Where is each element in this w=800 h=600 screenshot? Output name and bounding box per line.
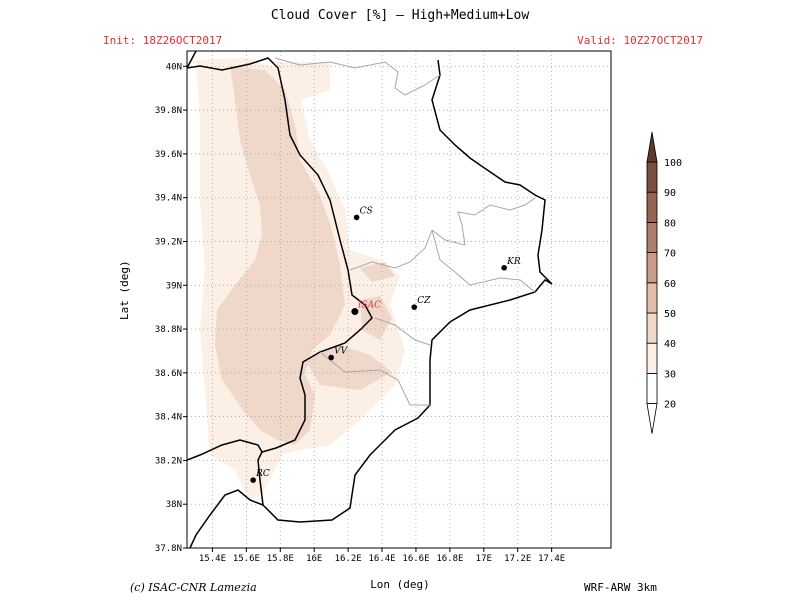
coastline xyxy=(187,57,553,523)
coastline xyxy=(187,439,263,461)
colorbar-label: 20 xyxy=(664,400,676,411)
y-tick-label: 37.8N xyxy=(155,544,182,554)
x-tick-label: 17.4E xyxy=(538,554,565,564)
x-tick-label: 15.6E xyxy=(233,554,260,564)
colorbar-segment xyxy=(646,282,658,314)
city-label: RC xyxy=(255,469,270,479)
city-markers: CS ISAC CZ VV KR RC xyxy=(250,206,521,483)
city-marker xyxy=(250,477,256,483)
city-marker xyxy=(351,308,359,316)
coastline-layer xyxy=(187,51,553,548)
border-line xyxy=(274,57,441,96)
city-label: VV xyxy=(334,347,348,357)
credit-label: (c) ISAC-CNR Lamezia xyxy=(130,581,257,594)
x-tick-label: 15.4E xyxy=(199,554,226,564)
colorbar-segment xyxy=(646,372,658,404)
x-tick-label: 17E xyxy=(476,554,492,564)
y-tick-label: 38.2N xyxy=(155,456,182,466)
colorbar-bottom-triangle xyxy=(646,403,658,434)
city-marker xyxy=(501,264,507,271)
city-label: KR xyxy=(506,257,521,267)
x-tick-label: 15.8E xyxy=(267,554,294,564)
model-label: WRF-ARW 3km xyxy=(584,581,657,594)
x-tick-label: 16.8E xyxy=(436,554,463,564)
cloud-region xyxy=(275,62,330,100)
init-time-label: Init: 18Z26OCT2017 xyxy=(103,34,223,47)
colorbar-label: 70 xyxy=(664,249,676,260)
cloud-region xyxy=(360,262,395,282)
y-tick-label: 39.4N xyxy=(155,194,182,204)
colorbar-label: 80 xyxy=(664,218,676,229)
colorbar-segment xyxy=(646,312,658,344)
city-label: CS xyxy=(360,206,373,216)
border-line xyxy=(374,317,431,346)
y-tick-label: 39.8N xyxy=(155,106,182,116)
colorbar-segment xyxy=(646,161,658,193)
cloud-region xyxy=(305,345,392,390)
coastline xyxy=(187,51,197,69)
border-line xyxy=(431,197,536,246)
colorbar-label: 60 xyxy=(664,279,676,290)
y-tick-label: 39.6N xyxy=(155,150,182,160)
y-tick-label: 40N xyxy=(166,62,182,72)
colorbar-segment xyxy=(646,342,658,374)
border-line xyxy=(349,229,433,271)
x-tick-label: 16.2E xyxy=(335,554,362,564)
x-tick-label: 16.4E xyxy=(368,554,395,564)
city-marker xyxy=(411,304,418,310)
y-tick-label: 38.4N xyxy=(155,413,182,423)
x-tick-label: 16.6E xyxy=(402,554,429,564)
colorbar-label: 100 xyxy=(664,158,682,169)
colorbar-label: 90 xyxy=(664,188,676,199)
border-line xyxy=(319,351,430,406)
cloud-cover-layer xyxy=(196,58,405,500)
y-tick-label: 38.8N xyxy=(155,325,182,335)
x-tick-label: 17.2E xyxy=(504,554,531,564)
colorbar-segment xyxy=(646,221,658,253)
grid-lines xyxy=(187,51,611,548)
city-label: ISAC xyxy=(357,301,381,311)
plot-frame xyxy=(186,50,612,549)
colorbar-top-triangle xyxy=(646,131,658,163)
x-axis-label: Lon (deg) xyxy=(370,578,430,591)
x-tick-label: 16E xyxy=(306,554,322,564)
colorbar-label: 40 xyxy=(664,339,676,350)
coastline xyxy=(189,489,264,548)
colorbar-segment xyxy=(646,252,658,284)
city-marker xyxy=(328,354,334,361)
y-tick-label: 39N xyxy=(166,281,182,291)
region-borders xyxy=(274,57,536,406)
city-label: CZ xyxy=(417,296,431,306)
y-tick-label: 38.6N xyxy=(155,369,182,379)
y-tick-label: 38N xyxy=(166,500,182,510)
border-line xyxy=(431,229,536,293)
chart-title: Cloud Cover [%] — High+Medium+Low xyxy=(270,8,530,23)
city-marker xyxy=(353,214,360,221)
x-axis-ticks: 15.4E 15.6E 15.8E 16E 16.2E 16.4E 16.6E 16.8E 17… xyxy=(199,548,565,564)
colorbar-label: 30 xyxy=(664,369,676,380)
colorbar-segment xyxy=(646,191,658,223)
colorbar-legend: 20 30 40 50 60 70 80 90 100 xyxy=(646,131,682,434)
colorbar-label: 50 xyxy=(664,309,676,320)
y-tick-label: 39.2N xyxy=(155,237,182,247)
valid-time-label: Valid: 10Z27OCT2017 xyxy=(577,34,703,47)
y-axis-ticks: 37.8N 38N 38.2N 38.4N 38.6N 38.8N 39N 39.2N 39.4… xyxy=(155,62,187,554)
